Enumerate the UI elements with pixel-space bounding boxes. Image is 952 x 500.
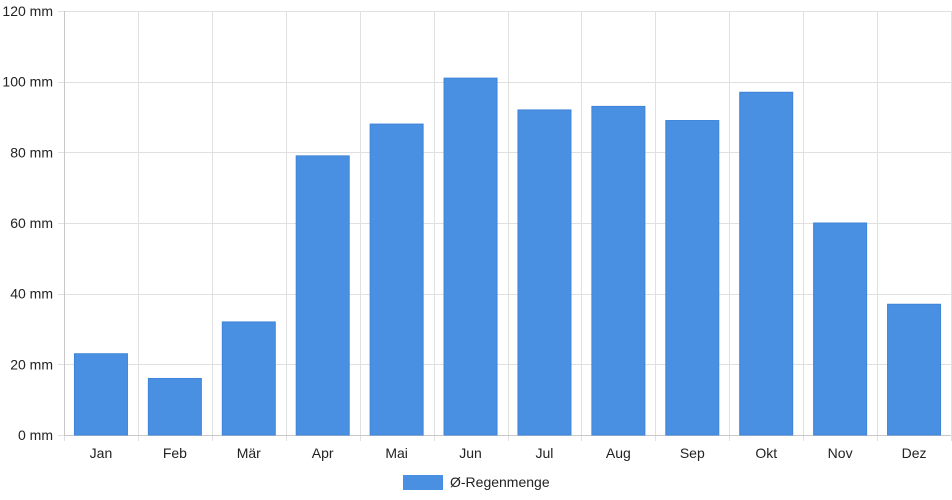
chart-grid: [58, 11, 952, 441]
legend-label: Ø-Regenmenge: [450, 474, 550, 490]
x-tick-label: Dez: [902, 445, 927, 461]
bar-apr[interactable]: [295, 155, 350, 436]
bar-aug[interactable]: [591, 105, 646, 436]
x-tick-label: Mär: [237, 445, 261, 461]
x-axis: Jan Feb Mär Apr Mai Jun Jul Aug Sep Okt Nov Dez: [64, 435, 951, 461]
bar-sep[interactable]: [665, 120, 720, 436]
bar-nov[interactable]: [813, 222, 868, 436]
bar-jan[interactable]: [73, 353, 128, 436]
x-tick-label: Apr: [312, 445, 334, 461]
x-tick-label: Aug: [606, 445, 631, 461]
y-tick-label: 80 mm: [10, 144, 53, 160]
bar-feb[interactable]: [147, 377, 202, 436]
y-tick-label: 40 mm: [10, 286, 53, 302]
bar-mär[interactable]: [221, 321, 276, 436]
x-tick-label: Sep: [680, 445, 705, 461]
bar-jun[interactable]: [443, 77, 498, 436]
y-tick-label: 0 mm: [18, 427, 53, 443]
legend[interactable]: Ø-Regenmenge: [403, 474, 550, 490]
legend-swatch: [403, 475, 443, 490]
x-tick-label: Feb: [163, 445, 187, 461]
x-tick-label: Mai: [385, 445, 408, 461]
x-tick-label: Nov: [828, 445, 853, 461]
y-tick-label: 100 mm: [2, 74, 53, 90]
x-tick-label: Jun: [459, 445, 482, 461]
bar-okt[interactable]: [739, 91, 794, 436]
bar-dez[interactable]: [887, 303, 942, 436]
y-axis: 0 mm 20 mm 40 mm 60 mm 80 mm 100 mm 120 mm: [2, 3, 65, 443]
y-tick-label: 120 mm: [2, 3, 53, 19]
bar-mai[interactable]: [369, 123, 424, 436]
x-tick-label: Jul: [536, 445, 554, 461]
bar-series: [73, 77, 942, 436]
y-tick-label: 20 mm: [10, 356, 53, 372]
x-tick-label: Jan: [90, 445, 113, 461]
x-tick-label: Okt: [755, 445, 777, 461]
y-tick-label: 60 mm: [10, 215, 53, 231]
bar-jul[interactable]: [517, 109, 572, 436]
